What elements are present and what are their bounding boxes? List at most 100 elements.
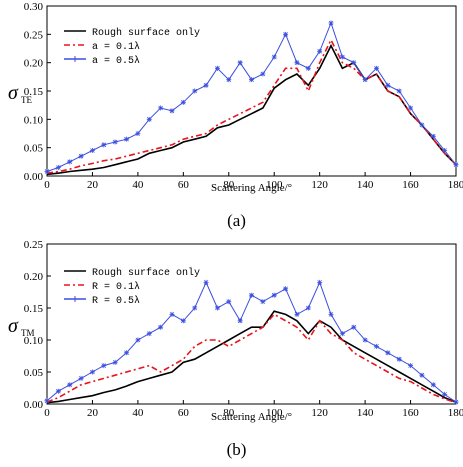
star-marker xyxy=(385,82,391,88)
x-tick-label: 0 xyxy=(44,179,50,191)
star-marker xyxy=(328,20,334,26)
x-tick-label: 0 xyxy=(44,407,50,419)
star-marker xyxy=(169,108,175,114)
star-marker xyxy=(124,136,130,142)
star-marker xyxy=(260,71,266,77)
legend-label: R = 0.1λ xyxy=(92,281,140,293)
y-axis-label-subscript: TE xyxy=(21,95,32,105)
x-tick-label: 60 xyxy=(178,179,190,191)
star-marker xyxy=(169,311,175,317)
star-marker xyxy=(226,77,232,83)
star-marker xyxy=(124,350,130,356)
y-tick-label: 0.30 xyxy=(24,1,44,13)
star-marker xyxy=(339,331,345,337)
star-marker xyxy=(44,398,50,404)
y-tick-label: 0.25 xyxy=(24,239,44,251)
star-marker xyxy=(112,359,118,365)
star-marker xyxy=(112,139,118,145)
star-marker xyxy=(260,299,266,305)
y-tick-label: 0.10 xyxy=(24,335,44,347)
star-marker xyxy=(89,148,95,153)
legend-label: a = 0.1λ xyxy=(92,41,140,53)
star-marker xyxy=(226,299,232,305)
series-line xyxy=(46,310,457,404)
star-marker xyxy=(453,399,459,405)
legend-label: Rough surface only xyxy=(92,267,200,279)
star-marker xyxy=(408,363,414,369)
y-axis-label: σ xyxy=(8,315,19,337)
star-marker xyxy=(214,305,220,311)
series-line xyxy=(46,313,457,404)
star-marker xyxy=(180,99,186,105)
star-marker xyxy=(44,168,50,174)
y-tick-label: 0.20 xyxy=(24,58,44,70)
x-axis-label: Scattering Angle/° xyxy=(211,411,292,423)
star-marker xyxy=(158,105,164,111)
star-marker xyxy=(453,162,459,168)
x-tick-label: 120 xyxy=(311,179,328,191)
star-marker xyxy=(373,65,379,71)
star-marker xyxy=(328,311,334,317)
star-marker xyxy=(89,369,95,375)
caption: (b) xyxy=(227,440,247,459)
y-tick-label: 0.20 xyxy=(24,271,44,283)
star-marker xyxy=(362,337,368,343)
star-marker xyxy=(351,324,357,330)
star-marker xyxy=(339,54,345,60)
star-marker xyxy=(249,77,254,83)
star-marker xyxy=(78,375,84,381)
star-marker xyxy=(283,31,289,37)
star-marker xyxy=(294,60,300,66)
star-marker xyxy=(146,116,152,122)
star-marker xyxy=(203,279,209,285)
legend-label: Rough surface only xyxy=(92,27,200,39)
x-tick-label: 180 xyxy=(448,407,463,419)
y-tick-label: 0.05 xyxy=(24,367,44,379)
y-tick-label: 0.25 xyxy=(24,29,44,41)
star-marker xyxy=(408,105,414,111)
star-marker xyxy=(419,122,425,128)
star-marker xyxy=(419,372,425,378)
x-tick-label: 100 xyxy=(266,179,283,191)
x-tick-label: 80 xyxy=(223,179,235,191)
legend-label: R = 0.5λ xyxy=(92,295,140,307)
x-tick-label: 20 xyxy=(87,407,99,419)
star-marker xyxy=(362,77,368,83)
star-marker xyxy=(373,343,379,349)
star-marker xyxy=(317,48,323,54)
x-tick-label: 160 xyxy=(402,179,419,191)
legend-marker xyxy=(72,296,78,302)
y-tick-label: 0.10 xyxy=(24,114,44,126)
star-marker xyxy=(317,279,323,285)
star-marker xyxy=(55,165,61,170)
x-tick-label: 60 xyxy=(178,407,190,419)
caption: (a) xyxy=(227,211,246,230)
star-marker xyxy=(442,148,448,153)
star-marker xyxy=(192,88,198,94)
star-marker xyxy=(237,318,243,324)
star-marker xyxy=(271,54,277,60)
y-axis-label: σ xyxy=(8,82,19,104)
star-marker xyxy=(203,82,209,88)
star-marker xyxy=(294,311,300,317)
star-marker xyxy=(305,65,311,71)
star-marker xyxy=(101,363,107,369)
star-marker xyxy=(214,65,220,71)
star-marker xyxy=(55,388,61,394)
x-tick-label: 120 xyxy=(311,407,328,419)
star-marker xyxy=(442,391,448,397)
star-marker xyxy=(135,131,141,136)
star-marker xyxy=(192,305,198,311)
y-tick-label: 0.15 xyxy=(24,86,44,98)
series-line xyxy=(46,38,457,174)
star-marker xyxy=(101,142,107,148)
y-tick-label: 0.15 xyxy=(24,303,44,315)
star-marker xyxy=(146,331,152,337)
star-marker xyxy=(351,60,357,66)
legend-marker xyxy=(72,56,78,62)
star-marker xyxy=(305,305,311,311)
star-marker xyxy=(158,324,164,330)
star-marker xyxy=(135,337,141,343)
x-tick-label: 140 xyxy=(357,407,374,419)
